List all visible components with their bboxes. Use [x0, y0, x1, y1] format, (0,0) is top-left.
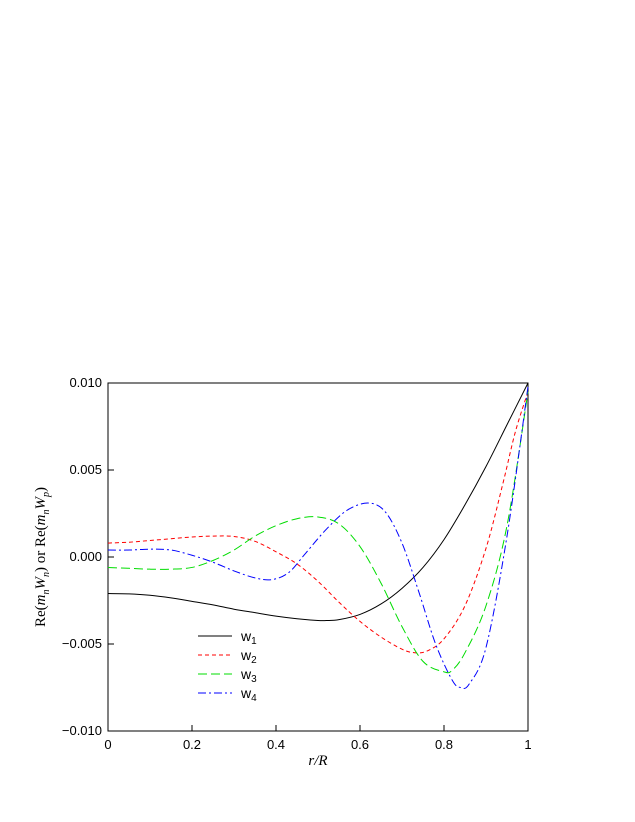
y-tick-label: −0.005 [62, 636, 102, 651]
y-tick-label: 0.000 [69, 549, 102, 564]
y-title-part: m [33, 594, 49, 605]
series-line-4 [107, 386, 529, 689]
y-title-part: ) [33, 487, 49, 492]
legend-label-subscript: 2 [251, 655, 257, 666]
y-title-part: n [41, 572, 52, 577]
legend-label-4: w4 [240, 685, 257, 704]
y-title-part: n [41, 509, 52, 514]
series-line-1 [107, 382, 529, 622]
legend-label-name: w [240, 628, 252, 644]
y-title-part: p [41, 492, 52, 498]
y-title-part: Re( [33, 605, 49, 627]
y-axis-title: Re(mnWn) or Re(mnWp) [33, 487, 52, 627]
series-lines [107, 382, 529, 689]
x-tick-label: 0.8 [435, 737, 453, 752]
x-tick-label: 0 [104, 737, 111, 752]
series-line-3 [107, 391, 529, 674]
y-title-part: W [33, 575, 49, 589]
x-tick-label: 0.2 [183, 737, 201, 752]
legend-label-name: w [240, 685, 252, 701]
legend-label-subscript: 3 [251, 674, 257, 685]
series-line-2 [107, 391, 529, 654]
plot-frame [107, 382, 529, 732]
legend-label-name: w [240, 647, 252, 663]
y-title-part: W [33, 495, 49, 509]
y-tick-label: −0.010 [62, 723, 102, 738]
legend-label-2: w2 [240, 647, 257, 666]
legend-label-subscript: 4 [251, 693, 257, 704]
x-axis-title: r/R [308, 753, 327, 769]
y-title-part: m [33, 514, 49, 525]
y-tick-label: 0.010 [69, 375, 102, 390]
x-tick-label: 0.6 [351, 737, 369, 752]
legend-label-subscript: 1 [251, 636, 257, 647]
y-tick-label: 0.005 [69, 462, 102, 477]
legend-label-1: w1 [240, 628, 257, 647]
y-title-part: ) or Re( [33, 525, 49, 572]
y-title-part: n [41, 589, 52, 594]
x-tick-label: 0.4 [267, 737, 285, 752]
legend-label-name: w [240, 666, 252, 682]
x-axis-ticks: 0 0.2 0.4 0.6 0.8 1 [104, 725, 532, 752]
x-tick-label: 1 [524, 737, 531, 752]
legend-label-3: w3 [240, 666, 257, 685]
y-axis-ticks: −0.010 −0.005 0.000 0.005 0.010 [62, 375, 114, 738]
